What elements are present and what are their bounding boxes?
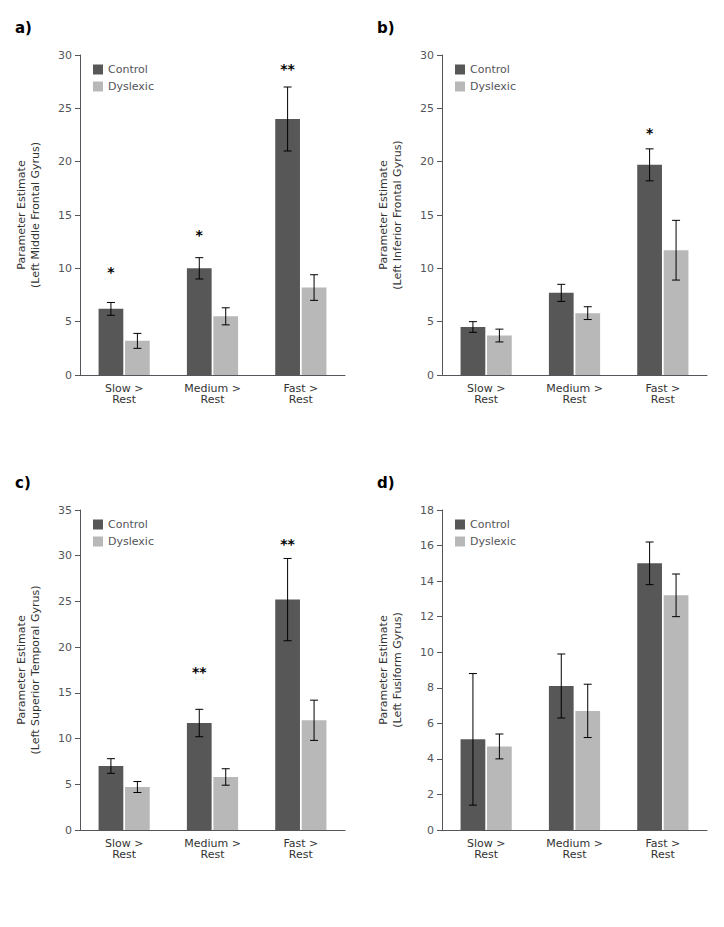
svg-text:2: 2 [427,788,434,801]
svg-text:Rest: Rest [474,393,499,406]
svg-text:25: 25 [420,102,434,115]
svg-text:*: * [646,125,654,141]
svg-text:10: 10 [58,262,72,275]
svg-text:Medium >: Medium > [184,837,241,850]
svg-text:0: 0 [427,824,434,837]
svg-text:8: 8 [427,681,434,694]
svg-text:Rest: Rest [563,848,588,861]
svg-text:6: 6 [427,717,434,730]
svg-text:Rest: Rest [563,393,588,406]
svg-text:(Left Middle Frontal Gyrus): (Left Middle Frontal Gyrus) [29,142,42,288]
svg-text:18: 18 [420,504,434,517]
svg-text:5: 5 [65,778,72,791]
svg-text:Parameter Estimate: Parameter Estimate [15,615,28,725]
svg-text:Parameter Estimate: Parameter Estimate [377,615,390,725]
svg-text:(Left Superior Temporal Gyrus): (Left Superior Temporal Gyrus) [29,586,42,755]
svg-text:Slow >: Slow > [466,382,506,395]
svg-text:Slow >: Slow > [466,837,506,850]
svg-text:Fast >: Fast > [283,837,319,850]
svg-text:5: 5 [427,315,434,328]
svg-text:*: * [107,264,115,280]
svg-text:b): b) [377,19,395,37]
svg-text:30: 30 [420,49,434,62]
svg-text:Rest: Rest [289,393,314,406]
svg-text:Control: Control [470,518,510,531]
svg-text:5: 5 [65,315,72,328]
svg-text:c): c) [15,474,31,492]
svg-text:20: 20 [58,641,72,654]
svg-text:30: 30 [58,549,72,562]
svg-text:Medium >: Medium > [546,382,603,395]
svg-text:10: 10 [58,732,72,745]
svg-text:Control: Control [470,63,510,76]
svg-text:0: 0 [65,369,72,382]
svg-text:30: 30 [58,49,72,62]
svg-text:Slow >: Slow > [104,837,144,850]
svg-text:(Left Inferior Frontal Gyrus): (Left Inferior Frontal Gyrus) [391,140,404,289]
svg-text:a): a) [15,19,32,37]
svg-text:Control: Control [108,63,148,76]
svg-text:0: 0 [427,369,434,382]
svg-text:10: 10 [420,262,434,275]
svg-text:d): d) [377,474,395,492]
svg-text:Rest: Rest [651,848,676,861]
svg-text:Dyslexic: Dyslexic [470,80,516,93]
svg-text:35: 35 [58,504,72,517]
svg-text:Parameter Estimate: Parameter Estimate [15,160,28,270]
svg-text:Rest: Rest [201,848,226,861]
svg-text:Rest: Rest [474,848,499,861]
svg-text:15: 15 [420,209,434,222]
svg-text:*: * [196,227,204,243]
svg-text:Dyslexic: Dyslexic [108,80,154,93]
svg-text:**: ** [280,536,295,552]
svg-text:Fast >: Fast > [645,382,681,395]
svg-text:20: 20 [58,155,72,168]
svg-text:12: 12 [420,610,434,623]
svg-text:Control: Control [108,518,148,531]
svg-text:25: 25 [58,102,72,115]
svg-text:20: 20 [420,155,434,168]
svg-text:Dyslexic: Dyslexic [108,535,154,548]
svg-text:Parameter Estimate: Parameter Estimate [377,160,390,270]
svg-text:Medium >: Medium > [546,837,603,850]
svg-text:0: 0 [65,824,72,837]
svg-text:Dyslexic: Dyslexic [470,535,516,548]
svg-text:Slow >: Slow > [104,382,144,395]
svg-text:10: 10 [420,646,434,659]
svg-text:15: 15 [58,209,72,222]
svg-text:Rest: Rest [201,393,226,406]
svg-text:Rest: Rest [112,393,137,406]
svg-text:(Left Fusiform Gyrus): (Left Fusiform Gyrus) [391,612,404,728]
svg-text:Fast >: Fast > [645,837,681,850]
svg-text:Medium >: Medium > [184,382,241,395]
svg-text:16: 16 [420,539,434,552]
svg-text:Rest: Rest [112,848,137,861]
svg-text:15: 15 [58,686,72,699]
svg-text:14: 14 [420,575,434,588]
svg-text:Fast >: Fast > [283,382,319,395]
svg-text:25: 25 [58,595,72,608]
svg-text:4: 4 [427,752,434,765]
svg-text:Rest: Rest [289,848,314,861]
svg-text:**: ** [280,61,295,77]
svg-text:Rest: Rest [651,393,676,406]
svg-text:**: ** [192,664,207,680]
